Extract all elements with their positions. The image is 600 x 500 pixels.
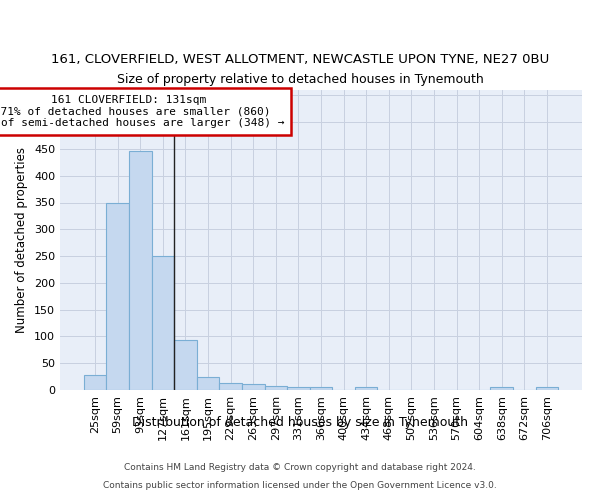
Bar [287, 387, 310, 390]
Bar [490, 388, 513, 390]
Bar [310, 387, 332, 390]
Text: Distribution of detached houses by size in Tynemouth: Distribution of detached houses by size … [132, 416, 468, 429]
Bar [152, 256, 174, 390]
Text: 161, CLOVERFIELD, WEST ALLOTMENT, NEWCASTLE UPON TYNE, NE27 0BU: 161, CLOVERFIELD, WEST ALLOTMENT, NEWCAS… [51, 54, 549, 66]
Y-axis label: Number of detached properties: Number of detached properties [16, 147, 28, 333]
Bar [220, 382, 242, 390]
Bar [106, 202, 129, 390]
Bar [355, 388, 377, 390]
Bar [242, 384, 265, 390]
Bar [265, 386, 287, 390]
Bar [536, 388, 558, 390]
Text: Size of property relative to detached houses in Tynemouth: Size of property relative to detached ho… [116, 74, 484, 86]
Text: Contains HM Land Registry data © Crown copyright and database right 2024.: Contains HM Land Registry data © Crown c… [124, 463, 476, 472]
Bar [84, 375, 106, 390]
Bar [129, 150, 152, 390]
Bar [197, 376, 220, 390]
Bar [174, 340, 197, 390]
Text: Contains public sector information licensed under the Open Government Licence v3: Contains public sector information licen… [103, 480, 497, 490]
Text: 161 CLOVERFIELD: 131sqm
← 71% of detached houses are smaller (860)
29% of semi-d: 161 CLOVERFIELD: 131sqm ← 71% of detache… [0, 95, 284, 128]
